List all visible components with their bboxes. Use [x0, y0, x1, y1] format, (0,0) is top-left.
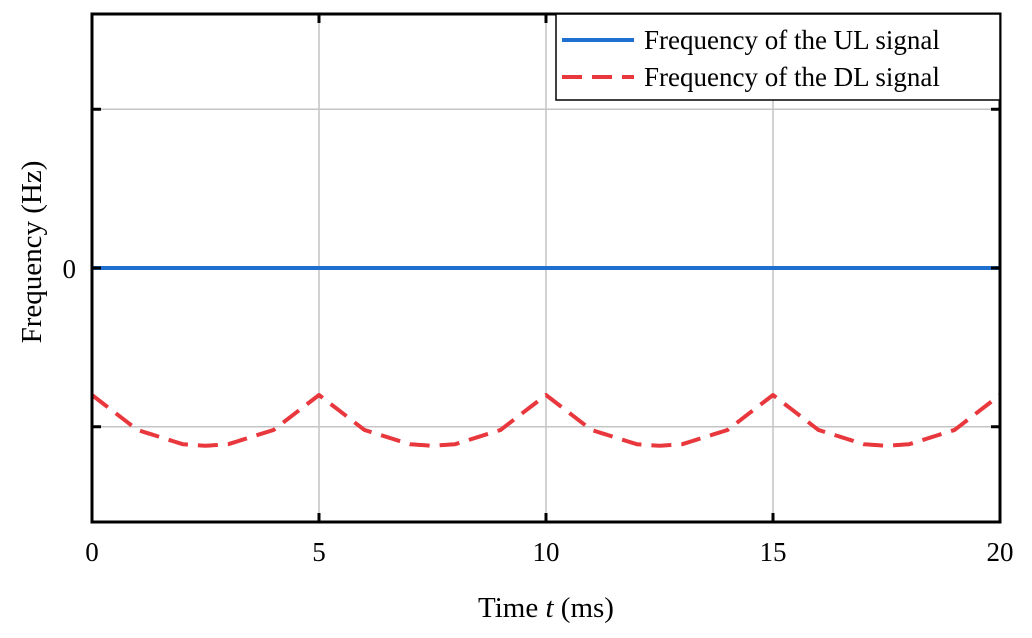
x-tick-label: 5: [312, 537, 326, 567]
x-tick-label: 0: [85, 537, 99, 567]
legend-label-dl: Frequency of the DL signal: [644, 62, 940, 92]
y-axis-label: Frequency (Hz): [16, 161, 48, 344]
legend: Frequency of the UL signal Frequency of …: [555, 13, 1001, 101]
series-line-dl: [90, 393, 1002, 448]
x-axis-label: Time t (ms): [478, 592, 614, 624]
x-tick-label: 10: [533, 537, 560, 567]
legend-box: [555, 13, 1001, 101]
y-tick-label: 0: [63, 254, 77, 284]
x-tick-label: 20: [987, 537, 1014, 567]
x-tick-label: 15: [760, 537, 787, 567]
series-layer: [90, 266, 1002, 448]
legend-label-ul: Frequency of the UL signal: [644, 25, 940, 55]
tick-labels: 0 5 10 15 20 0: [63, 254, 1014, 567]
